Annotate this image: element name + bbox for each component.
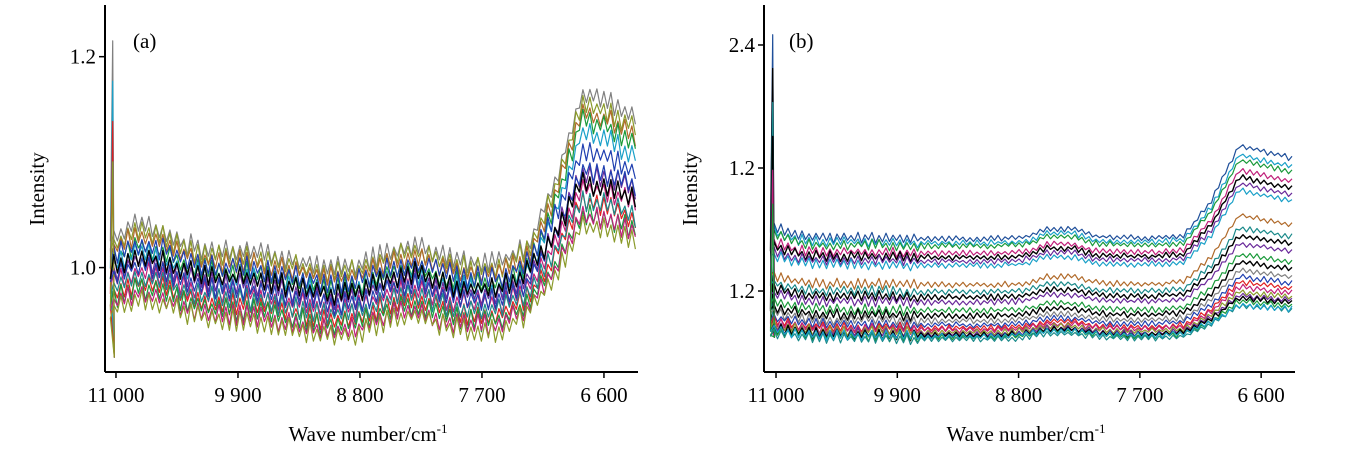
y-tick-label: 2.4 [729,33,756,57]
x-axis-title-superscript: -1 [437,421,448,436]
series-line-spectrum-9 [769,101,1293,338]
x-tick-label: 7 700 [458,383,505,407]
series-line-spectrum-4 [769,168,1293,259]
series-line-spectrum-5 [769,67,1293,338]
x-tick-label: 11 000 [748,383,805,407]
x-axis-title-text: Wave number/cm [288,422,436,446]
x-tick-label: 8 800 [336,383,383,407]
series-line-spectrum-14 [769,267,1293,327]
x-tick-label: 7 700 [1116,383,1163,407]
y-axis-title: Intensity [678,152,702,226]
series-line-spectrum-13 [109,161,636,358]
series-line-spectrum-1 [769,34,1293,338]
y-tick-label: 1.2 [729,279,755,303]
x-axis-title: Wave number/cm-1 [946,421,1105,446]
spectra-lines [109,40,637,358]
x-axis-title-text: Wave number/cm [946,422,1094,446]
x-tick-label: 6 600 [1238,383,1285,407]
series-line-spectrum-9 [109,120,636,358]
x-tick-label: 8 800 [995,383,1042,407]
panel-label: (b) [789,29,814,53]
series-line-spectrum-10 [769,233,1293,303]
series-line-spectrum-2 [109,94,636,284]
axis-ticks: 11 000 9 900 8 800 7 700 6 600 2.4 1.2 1.2 [729,33,1285,407]
series-line-spectrum-12 [109,205,636,339]
series-line-spectrum-10 [109,190,636,325]
y-tick-label: 1.2 [70,45,96,69]
y-axis-title: Intensity [25,152,49,226]
series-line-spectrum-23 [769,302,1293,342]
series-line-spectrum-8 [770,213,1293,291]
series-line-spectrum-6 [109,142,636,295]
y-tick-label: 1.0 [70,256,96,280]
y-tick-label: 1.2 [729,156,755,180]
series-line-spectrum-3 [769,159,1293,252]
spectra-lines [769,34,1293,346]
panel-label: (a) [133,29,156,53]
y-axis-title-text: Intensity [678,152,702,226]
x-tick-label: 9 900 [214,383,261,407]
panel-a-chart: 11 000 9 900 8 800 7 700 6 600 1.2 1.0 (a) Int… [25,5,638,446]
series-line-spectrum-7 [770,187,1293,272]
series-line-spectrum-1 [109,40,636,358]
series-line-spectrum-7 [109,166,636,311]
series-line-spectrum-15 [109,171,637,306]
series-line-spectrum-15 [769,273,1293,331]
x-axis-title: Wave number/cm-1 [288,421,447,446]
series-line-spectrum-6 [770,182,1293,267]
series-line-spectrum-13 [769,135,1293,338]
x-tick-label: 6 600 [580,383,627,407]
y-axis-title-text: Intensity [25,152,49,226]
series-line-spectrum-17 [769,169,1293,338]
x-tick-label: 11 000 [87,383,144,407]
x-tick-label: 9 900 [874,383,921,407]
series-line-spectrum-11 [770,242,1293,309]
series-line-spectrum-4 [109,108,636,299]
axis-ticks: 11 000 9 900 8 800 7 700 6 600 1.2 1.0 [70,45,628,407]
x-axis-title-superscript: -1 [1095,421,1106,436]
series-line-spectrum-2 [769,153,1293,249]
